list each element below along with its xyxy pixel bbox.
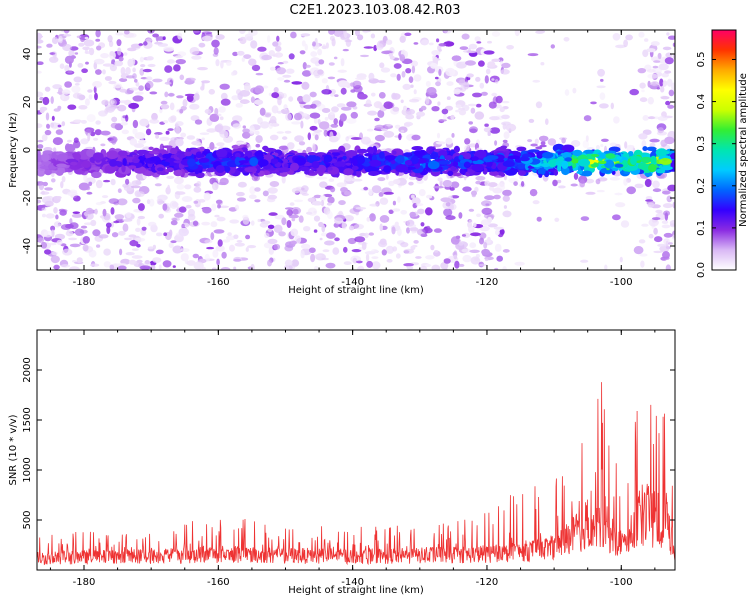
colorbar-tick-label: 0.4: [696, 94, 707, 110]
colorbar-tick-label: 0.2: [696, 178, 707, 194]
colorbar-tick-label: 0.1: [696, 220, 707, 236]
colorbar-tick-label: 0.3: [696, 136, 707, 152]
snr-x-tick-label: -180: [73, 577, 96, 588]
snr-x-tick-label: -100: [610, 577, 633, 588]
heatmap-x-tick-label: -120: [476, 277, 499, 288]
snr-x-axis-label: Height of straight line (km): [288, 585, 424, 596]
heatmap-field: [37, 30, 675, 270]
chart-title: C2E1.2023.103.08.42.R03: [289, 3, 460, 18]
colorbar-label: Normalized spectral amplitude: [738, 73, 749, 227]
snr-x-tick-label: -160: [207, 577, 230, 588]
heatmap-y-tick-label: 20: [22, 96, 33, 109]
snr-plot-area: [37, 382, 675, 566]
heatmap-x-ticks: -180 -160 -140 -120 -100: [49, 30, 656, 288]
snr-y-ticks: 500 1000 1500 2000: [22, 357, 675, 530]
snr-y-tick-label: 1500: [22, 407, 33, 432]
heatmap-x-tick-label: -140: [341, 277, 364, 288]
snr-y-tick-label: 1000: [22, 457, 33, 482]
heatmap-x-tick-label: -180: [73, 277, 96, 288]
colorbar-tick-label: 0.0: [696, 262, 707, 278]
heatmap-x-tick-label: -100: [610, 277, 633, 288]
snr-y-axis-label: SNR (10 * v/v): [8, 414, 19, 485]
snr-y-tick-label: 2000: [22, 357, 33, 382]
snr-x-tick-label: -120: [476, 577, 499, 588]
colorbar-ticks: 0.0 0.1 0.2 0.3 0.4 0.5: [696, 52, 736, 278]
heatmap-y-tick-label: 0: [22, 147, 33, 153]
heatmap-x-tick-label: -160: [207, 277, 230, 288]
colorbar-tick-label: 0.5: [696, 52, 707, 68]
heatmap-y-ticks: -40 -20 0 20 40: [22, 48, 675, 254]
heatmap-y-tick-label: 40: [22, 48, 33, 61]
snr-y-tick-label: 500: [22, 510, 33, 529]
heatmap-y-tick-label: -20: [22, 190, 33, 206]
snr-plot-frame: [36, 329, 676, 571]
heatmap-y-tick-label: -40: [22, 238, 33, 254]
snr-series-line: [37, 382, 675, 566]
snr-x-ticks: -180 -160 -140 -120 -100: [49, 330, 656, 588]
heatmap-x-axis-label: Height of straight line (km): [288, 285, 424, 296]
heatmap-y-axis-label: Frequency (Hz): [8, 112, 19, 188]
colorbar: [711, 29, 737, 271]
snr-x-tick-label: -140: [341, 577, 364, 588]
